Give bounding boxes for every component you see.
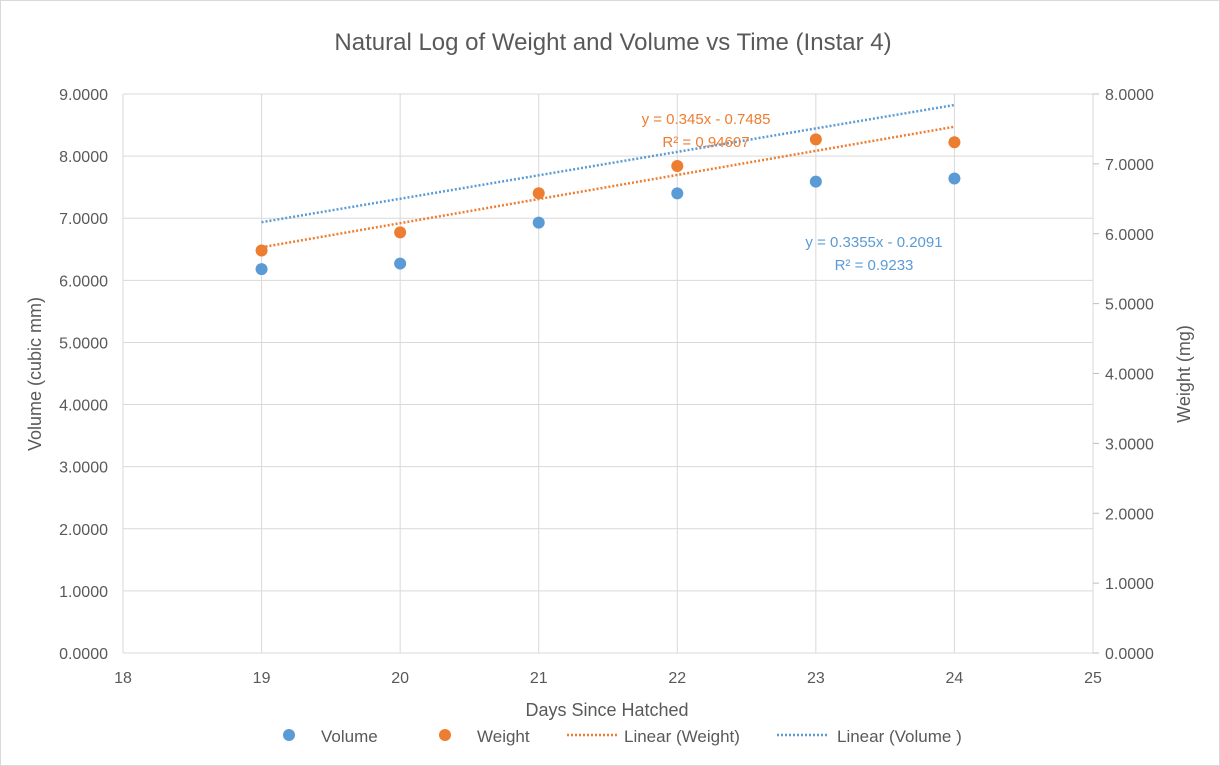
data-point-volume <box>948 172 961 185</box>
data-points <box>255 133 961 276</box>
legend: Volume Weight Linear (Weight) Linear (Volum… <box>283 727 962 746</box>
left-tick-label: 6.0000 <box>59 273 108 290</box>
left-tick-label: 3.0000 <box>59 460 108 477</box>
chart-title: Natural Log of Weight and Volume vs Time… <box>334 29 891 56</box>
data-point-volume <box>671 187 684 200</box>
right-tick-label: 8.0000 <box>1105 87 1154 104</box>
left-tick-label: 1.0000 <box>59 584 108 601</box>
trendlines <box>261 103 955 249</box>
data-point-weight <box>948 136 961 149</box>
legend-marker-volume <box>283 729 295 741</box>
right-axis-label: Weight (mg) <box>1174 325 1194 423</box>
x-tick-label: 21 <box>530 670 548 687</box>
data-point-weight <box>532 187 545 200</box>
x-tick-label: 23 <box>807 670 825 687</box>
right-tick-label: 0.0000 <box>1105 646 1154 663</box>
right-tick-label: 1.0000 <box>1105 576 1154 593</box>
data-point-volume <box>255 263 268 276</box>
trendline-equation: y = 0.345x - 0.7485 <box>642 111 771 128</box>
left-tick-label: 4.0000 <box>59 398 108 415</box>
data-point-weight <box>255 244 268 257</box>
trendline-r-squared: R² = 0.9233 <box>835 257 914 274</box>
right-tick-label: 7.0000 <box>1105 157 1154 174</box>
data-point-weight <box>671 159 684 172</box>
legend-label: Linear (Weight) <box>624 727 740 746</box>
legend-label: Volume <box>321 727 378 746</box>
data-point-volume <box>532 216 545 229</box>
legend-label: Weight <box>477 727 530 746</box>
left-tick-label: 0.0000 <box>59 646 108 663</box>
left-axis-label: Volume (cubic mm) <box>25 297 45 451</box>
trendline-weight <box>261 125 955 249</box>
x-tick-label: 20 <box>391 670 409 687</box>
x-tick-label: 19 <box>253 670 271 687</box>
right-tick-label: 5.0000 <box>1105 297 1154 314</box>
data-point-volume <box>394 257 407 270</box>
x-tick-label: 24 <box>946 670 964 687</box>
right-tick-label: 6.0000 <box>1105 227 1154 244</box>
x-tick-label: 25 <box>1084 670 1102 687</box>
data-point-weight <box>809 133 822 146</box>
trendline-r-squared: R² = 0.94607 <box>662 134 749 151</box>
gridlines <box>122 93 1099 654</box>
x-tick-label: 22 <box>668 670 686 687</box>
right-tick-label: 4.0000 <box>1105 367 1154 384</box>
trendline-equations: y = 0.345x - 0.7485 R² = 0.94607 y = 0.335… <box>642 111 943 274</box>
left-tick-label: 8.0000 <box>59 149 108 166</box>
x-tick-label: 18 <box>114 670 132 687</box>
x-axis-ticks: 18 19 20 21 22 23 24 25 <box>114 670 1102 687</box>
left-axis-ticks: 0.0000 1.0000 2.0000 3.0000 4.0000 5.0000 6.00… <box>59 87 108 663</box>
data-point-weight <box>394 226 407 239</box>
left-tick-label: 5.0000 <box>59 335 108 352</box>
right-tick-label: 2.0000 <box>1105 506 1154 523</box>
left-tick-label: 9.0000 <box>59 87 108 104</box>
legend-marker-weight <box>439 729 451 741</box>
x-axis-label: Days Since Hatched <box>525 700 688 720</box>
trendline-volume <box>261 103 955 224</box>
data-point-volume <box>809 175 822 188</box>
left-tick-label: 7.0000 <box>59 211 108 228</box>
right-axis-ticks: 0.0000 1.0000 2.0000 3.0000 4.0000 5.0000 6.00… <box>1105 87 1154 663</box>
legend-label: Linear (Volume ) <box>837 727 962 746</box>
right-tick-label: 3.0000 <box>1105 436 1154 453</box>
left-tick-label: 2.0000 <box>59 522 108 539</box>
trendline-equation: y = 0.3355x - 0.2091 <box>805 234 942 251</box>
